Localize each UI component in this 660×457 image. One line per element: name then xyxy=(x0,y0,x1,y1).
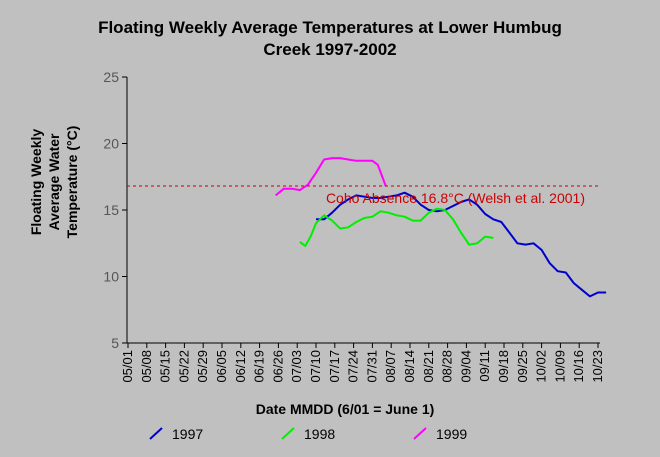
x-tick-label: 07/03 xyxy=(289,350,304,383)
x-tick-label: 10/02 xyxy=(534,350,549,383)
x-ticks: 05/01 05/08 05/15 05/22 05/29 06/05 06/12 06/19… xyxy=(120,343,605,383)
x-tick-label: 09/04 xyxy=(458,350,473,383)
x-tick-label: 07/17 xyxy=(327,350,342,383)
x-tick-label: 06/26 xyxy=(270,350,285,383)
y-tick-label: 20 xyxy=(103,136,119,152)
x-tick-label: 06/19 xyxy=(252,350,267,383)
x-tick-label: 05/01 xyxy=(120,350,135,383)
chart-title-line2: Creek 1997-2002 xyxy=(263,40,396,59)
legend-swatch-1998 xyxy=(281,427,295,440)
legend-label-1999: 1999 xyxy=(436,426,467,442)
legend-swatch-1999 xyxy=(413,427,427,440)
series-group xyxy=(275,157,607,298)
x-tick-label: 06/12 xyxy=(233,350,248,383)
x-tick-label: 09/18 xyxy=(496,350,511,383)
y-axis-title: Floating Weekly Average Water Temperatur… xyxy=(28,126,80,239)
series-line-1998 xyxy=(299,207,494,247)
legend: 1997 1998 1999 xyxy=(149,426,467,442)
x-axis-title: Date MMDD (6/01 = June 1) xyxy=(256,401,435,417)
x-tick-label: 08/07 xyxy=(383,350,398,383)
x-tick-label: 07/31 xyxy=(364,350,379,383)
y-tick-label: 25 xyxy=(103,69,119,85)
x-tick-label: 08/28 xyxy=(440,350,455,383)
y-axis-title-line2: Average Water xyxy=(46,133,62,231)
x-tick-label: 10/16 xyxy=(571,350,586,383)
y-tick-label: 10 xyxy=(103,269,119,285)
chart-title-line1: Floating Weekly Average Temperatures at … xyxy=(98,18,562,37)
y-tick-label: 5 xyxy=(111,335,119,351)
x-tick-label: 09/11 xyxy=(477,350,492,382)
series-line-1999 xyxy=(275,157,387,197)
x-tick-label: 08/21 xyxy=(421,350,436,383)
y-ticks: 5 10 15 20 25 xyxy=(103,69,127,351)
y-axis-title-line3: Temperature (°C) xyxy=(64,126,80,239)
reference-line-label: Coho Absence 16.8°C (Welsh et al. 2001) xyxy=(326,190,585,206)
x-tick-label: 09/25 xyxy=(515,350,530,383)
x-tick-label: 07/24 xyxy=(346,350,361,383)
x-tick-label: 05/22 xyxy=(176,350,191,383)
y-tick-label: 15 xyxy=(103,202,119,218)
legend-label-1997: 1997 xyxy=(172,426,203,442)
x-tick-label: 05/15 xyxy=(158,350,173,383)
reference-line-group: Coho Absence 16.8°C (Welsh et al. 2001) xyxy=(127,185,600,206)
y-axis-title-line1: Floating Weekly xyxy=(28,129,44,236)
legend-swatch-1997 xyxy=(149,427,163,440)
series-line-1997 xyxy=(316,191,607,298)
x-tick-label: 05/29 xyxy=(195,350,210,383)
x-tick-label: 10/09 xyxy=(552,350,567,383)
legend-label-1998: 1998 xyxy=(304,426,335,442)
x-tick-label: 08/14 xyxy=(402,350,417,383)
plot-area xyxy=(126,77,600,344)
x-tick-label: 06/05 xyxy=(214,350,229,383)
x-tick-label: 10/23 xyxy=(590,350,605,383)
x-tick-label: 05/08 xyxy=(139,350,154,383)
x-tick-label: 07/10 xyxy=(308,350,323,383)
